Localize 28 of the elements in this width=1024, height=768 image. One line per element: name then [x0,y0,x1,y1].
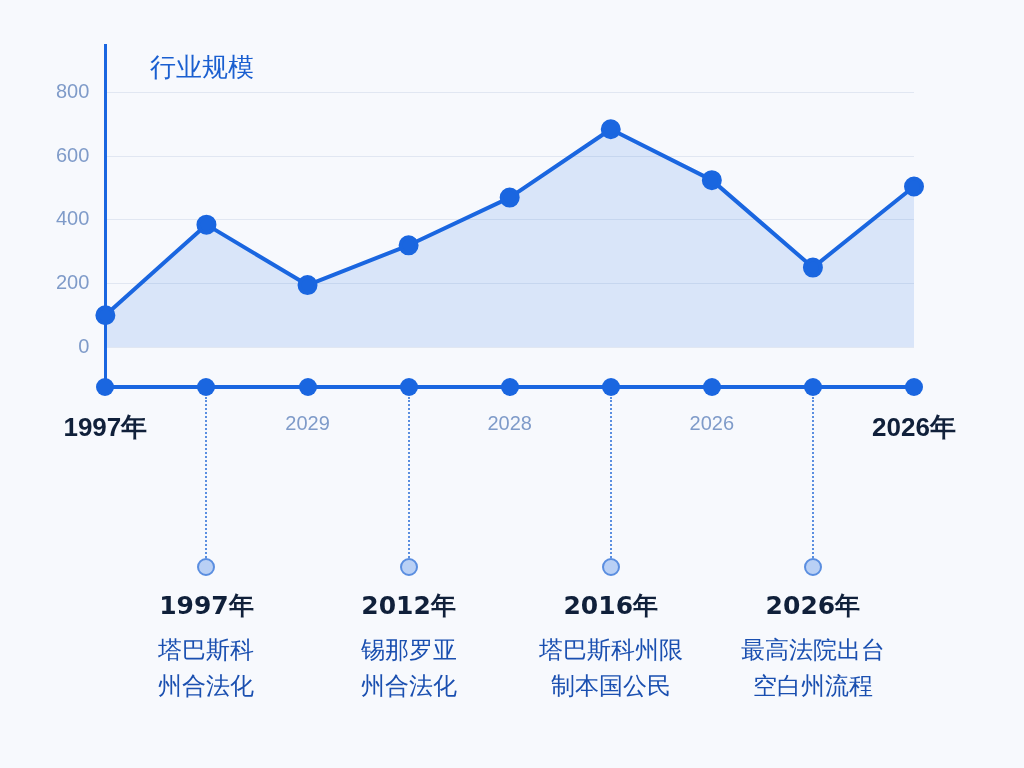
y-tick-label: 600 [55,143,90,166]
text: 2016年 [562,590,660,622]
point [600,119,621,140]
text: 塔巴斯科州合法化 [157,635,256,702]
y-tick-label: 200 [55,270,90,293]
point [499,187,520,208]
x-tick-label: 2029 [285,412,330,435]
x-tick-label: 2026年 [872,411,956,442]
text: 锡那罗亚州合法化 [359,635,458,702]
text: 2012年 [360,590,457,622]
x-tick-label: 1997年 [63,411,148,442]
point [701,170,722,191]
point [802,257,823,278]
x-tick-label: 2026 [689,412,735,435]
x-tick-label: 2028 [487,412,532,435]
chart-title: 行业规模 [150,51,254,84]
text: 1997年 [158,590,255,622]
y-tick-label: 800 [55,80,90,103]
point [196,214,217,235]
point [904,176,924,197]
text: 塔巴斯科州限制本国公民 [537,635,684,702]
text: 2026年 [764,590,862,622]
point [398,235,419,256]
point [297,275,318,296]
text: 最高法院出台空白州流程 [739,635,886,702]
point [95,305,116,326]
y-tick-label: 400 [55,207,90,230]
y-tick-label: 0 [78,334,90,357]
